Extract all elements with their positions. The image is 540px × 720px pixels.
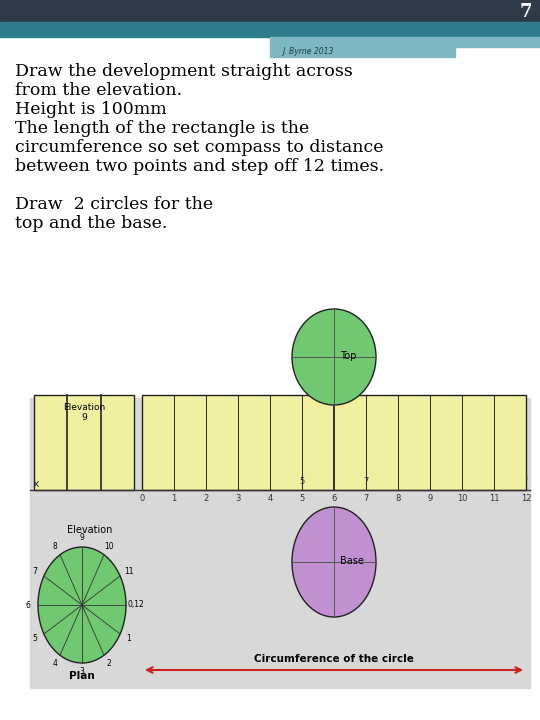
Bar <box>0 22 540 37</box>
Text: 8: 8 <box>52 542 57 552</box>
Text: 1: 1 <box>171 494 177 503</box>
Text: 6: 6 <box>332 494 336 503</box>
Text: from the elevation.: from the elevation. <box>15 82 182 99</box>
Text: J. Byrne 2013: J. Byrne 2013 <box>282 48 334 56</box>
Ellipse shape <box>292 507 376 617</box>
Text: The length of the rectangle is the: The length of the rectangle is the <box>15 120 309 137</box>
Text: 3: 3 <box>235 494 241 503</box>
Text: 5: 5 <box>299 477 305 486</box>
Text: circumference so set compass to distance: circumference so set compass to distance <box>15 139 383 156</box>
Text: top and the base.: top and the base. <box>15 215 167 232</box>
Text: 7: 7 <box>519 3 532 21</box>
Text: 8: 8 <box>395 494 401 503</box>
Text: 10: 10 <box>457 494 467 503</box>
Text: 7: 7 <box>363 494 369 503</box>
Text: x: x <box>33 479 39 489</box>
Text: Draw the development straight across: Draw the development straight across <box>15 63 353 80</box>
Text: Circumference of the circle: Circumference of the circle <box>254 654 414 664</box>
Bar <box>270 37 540 47</box>
Bar <box>142 395 526 490</box>
Text: 11: 11 <box>124 567 133 576</box>
Text: 4: 4 <box>267 494 273 503</box>
Text: Base: Base <box>340 556 364 566</box>
Text: 9: 9 <box>427 494 433 503</box>
Ellipse shape <box>292 309 376 405</box>
Text: 5: 5 <box>299 494 305 503</box>
Ellipse shape <box>38 547 126 663</box>
Bar <box>270 47 455 57</box>
Text: 5: 5 <box>33 634 38 643</box>
Text: 3: 3 <box>79 667 84 677</box>
Text: 7: 7 <box>33 567 38 576</box>
Text: 1: 1 <box>126 634 131 643</box>
Text: 10: 10 <box>104 542 114 552</box>
Text: 11: 11 <box>489 494 500 503</box>
Text: ': ' <box>524 476 528 489</box>
Text: 6: 6 <box>25 600 30 610</box>
Text: 12: 12 <box>521 494 531 503</box>
Text: Elevation: Elevation <box>68 525 113 535</box>
Text: 7: 7 <box>363 477 369 486</box>
Text: Height is 100mm: Height is 100mm <box>15 101 167 118</box>
Text: 4: 4 <box>52 659 57 667</box>
Text: Plan: Plan <box>69 671 95 681</box>
Bar <box>0 0 540 22</box>
Text: between two points and step off 12 times.: between two points and step off 12 times… <box>15 158 384 175</box>
Bar <box>34 395 134 490</box>
Text: 2: 2 <box>106 659 111 667</box>
Text: Elevation: Elevation <box>63 403 105 412</box>
Text: 9: 9 <box>81 413 87 422</box>
Text: 0,12: 0,12 <box>127 600 144 610</box>
Text: 2: 2 <box>204 494 208 503</box>
Text: Top: Top <box>340 351 356 361</box>
Bar <box>30 398 530 688</box>
Text: 9: 9 <box>79 534 84 542</box>
Text: Draw  2 circles for the: Draw 2 circles for the <box>15 196 213 213</box>
Text: 0: 0 <box>139 494 145 503</box>
